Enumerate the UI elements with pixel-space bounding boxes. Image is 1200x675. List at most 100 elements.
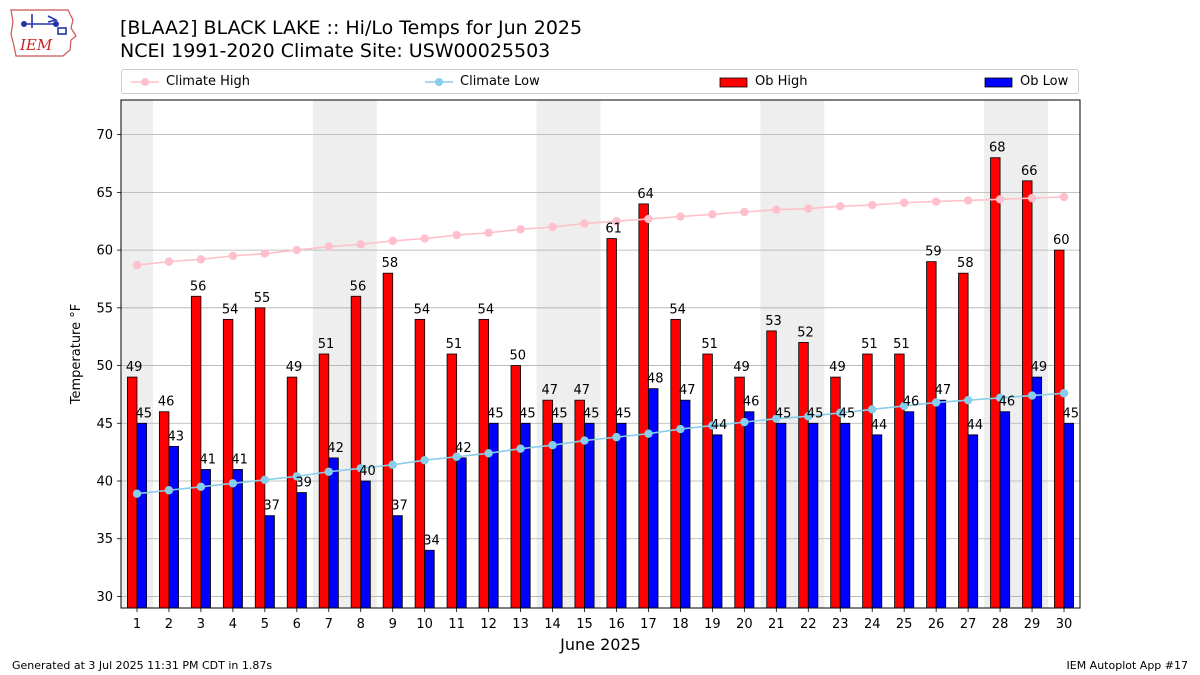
- y-tick-label-60: 60: [96, 244, 113, 259]
- ob-high-label-day-24: 51: [861, 337, 878, 352]
- ob-low-label-day-19: 44: [711, 418, 728, 433]
- climate-high-point-day-20: [740, 207, 749, 217]
- climate-low-point-day-9: [388, 460, 397, 470]
- ob-low-label-day-22: 45: [807, 406, 824, 421]
- climate-high-point-day-27: [963, 196, 973, 205]
- climate-low-point-day-5: [260, 475, 270, 485]
- climate-low-point-day-14: [548, 441, 557, 450]
- ob-low-label-day-9: 37: [391, 499, 408, 514]
- ob-high-bar-day-15: [574, 399, 585, 609]
- x-tick-label-9: 9: [389, 617, 397, 632]
- ob-low-bar-day-5: [264, 515, 275, 609]
- climate-low-point-day-1: [132, 489, 142, 498]
- ob-low-label-day-21: 45: [775, 406, 792, 421]
- climate-low-point-day-25: [899, 401, 909, 411]
- y-tick-label-50: 50: [96, 359, 113, 374]
- ob-low-label-day-17: 48: [647, 372, 664, 387]
- ob-high-label-day-1: 49: [126, 360, 143, 375]
- climate-high-point-day-15: [580, 219, 589, 228]
- ob-low-bar-day-19: [711, 434, 723, 609]
- climate-low-point-day-8: [356, 464, 365, 473]
- x-tick-label-2: 2: [165, 617, 173, 632]
- ob-low-bar-day-6: [296, 492, 307, 609]
- ob-high-bar-day-16: [606, 238, 617, 609]
- x-tick-label-28: 28: [992, 617, 1009, 632]
- ob-low-bar-day-26: [935, 399, 947, 609]
- climate-low-point-day-30: [1059, 389, 1069, 398]
- ob-low-bar-day-16: [616, 422, 627, 609]
- x-tick-label-8: 8: [357, 617, 365, 632]
- climate-low-point-day-16: [612, 432, 621, 442]
- x-tick-label-10: 10: [416, 617, 433, 632]
- ob-high-bar-day-18: [670, 318, 681, 609]
- climate-high-point-day-24: [868, 200, 877, 210]
- ob-high-label-day-26: 59: [925, 245, 942, 260]
- ob-low-bar-day-29: [1031, 376, 1043, 609]
- app-credit: IEM Autoplot App #17: [1066, 659, 1189, 672]
- x-tick-label-27: 27: [960, 617, 977, 632]
- climate-high-point-day-10: [420, 234, 429, 243]
- ob-high-label-day-10: 54: [414, 302, 431, 317]
- climate-low-line: [136, 392, 1065, 495]
- ob-high-label-day-22: 52: [797, 325, 814, 340]
- climate-low-point-day-13: [516, 444, 525, 453]
- ob-high-bar-day-17: [638, 203, 649, 609]
- ob-low-bar-day-15: [584, 422, 595, 609]
- climate-low-point-day-15: [580, 436, 589, 445]
- ob-high-label-day-11: 51: [446, 337, 463, 352]
- ob-low-label-day-12: 45: [487, 406, 504, 421]
- climate-high-point-day-19: [708, 210, 717, 219]
- ob-low-label-day-4: 41: [231, 452, 248, 467]
- climate-low-point-day-24: [868, 405, 877, 414]
- climate-low-point-day-23: [836, 408, 845, 418]
- ob-high-label-day-14: 47: [541, 383, 558, 398]
- x-tick-label-17: 17: [640, 617, 657, 632]
- climate-low-point-day-3: [196, 482, 206, 491]
- climate-high-point-day-17: [644, 214, 653, 224]
- ob-high-label-day-13: 50: [510, 349, 527, 364]
- ob-low-bar-day-2: [168, 445, 179, 609]
- ob-high-bar-day-7: [318, 353, 330, 609]
- ob-high-bar-day-22: [798, 342, 809, 609]
- climate-low-point-day-17: [644, 429, 653, 438]
- x-tick-label-16: 16: [608, 617, 625, 632]
- ob-high-bar-day-9: [382, 272, 394, 609]
- y-axis-title: Temperature °F: [69, 304, 84, 405]
- y-tick-label-35: 35: [96, 532, 113, 547]
- ob-low-bar-day-22: [807, 422, 819, 609]
- ob-low-label-day-26: 47: [935, 383, 952, 398]
- climate-high-point-day-3: [196, 255, 206, 264]
- x-tick-label-6: 6: [293, 617, 301, 632]
- legend-item-ob-high: Ob High: [719, 74, 808, 89]
- ob-low-bar-day-24: [871, 434, 883, 609]
- ob-low-label-day-3: 41: [199, 452, 216, 467]
- ob-high-bar-day-12: [478, 318, 490, 609]
- legend: Climate High Climate Low Ob High Ob Low: [121, 69, 1079, 94]
- ob-low-label-day-23: 45: [839, 406, 856, 421]
- climate-low-point-day-26: [931, 398, 941, 407]
- y-tick-label-65: 65: [96, 186, 113, 201]
- climate-high-point-day-12: [484, 228, 493, 237]
- weather-station-icon: [21, 14, 67, 35]
- chart-title: [BLAA2] BLACK LAKE :: Hi/Lo Temps for Ju…: [120, 17, 583, 39]
- legend-label-climate-high: Climate High: [166, 74, 251, 89]
- ob-low-label-day-16: 45: [615, 406, 632, 421]
- x-axis-title: June 2025: [559, 635, 641, 654]
- ob-low-bar-day-4: [232, 469, 243, 609]
- ob-high-bar-day-24: [862, 353, 873, 609]
- ob-low-label-day-2: 43: [167, 429, 184, 444]
- x-tick-label-7: 7: [325, 617, 333, 632]
- legend-item-ob-low: Ob Low: [984, 74, 1068, 89]
- ob-low-label-day-15: 45: [583, 406, 600, 421]
- x-tick-label-22: 22: [800, 617, 817, 632]
- x-tick-label-15: 15: [576, 617, 593, 632]
- x-tick-label-13: 13: [512, 617, 529, 632]
- ob-low-label-day-6: 39: [295, 476, 312, 491]
- climate-high-point-day-23: [836, 202, 845, 211]
- ob-high-bar-day-28: [990, 157, 1001, 609]
- ob-low-bar-day-27: [967, 434, 979, 609]
- ob-low-bar-day-9: [392, 515, 403, 609]
- ob-high-label-day-27: 58: [957, 256, 974, 271]
- climate-low-point-day-21: [772, 414, 781, 423]
- climate-high-point-day-18: [676, 212, 685, 221]
